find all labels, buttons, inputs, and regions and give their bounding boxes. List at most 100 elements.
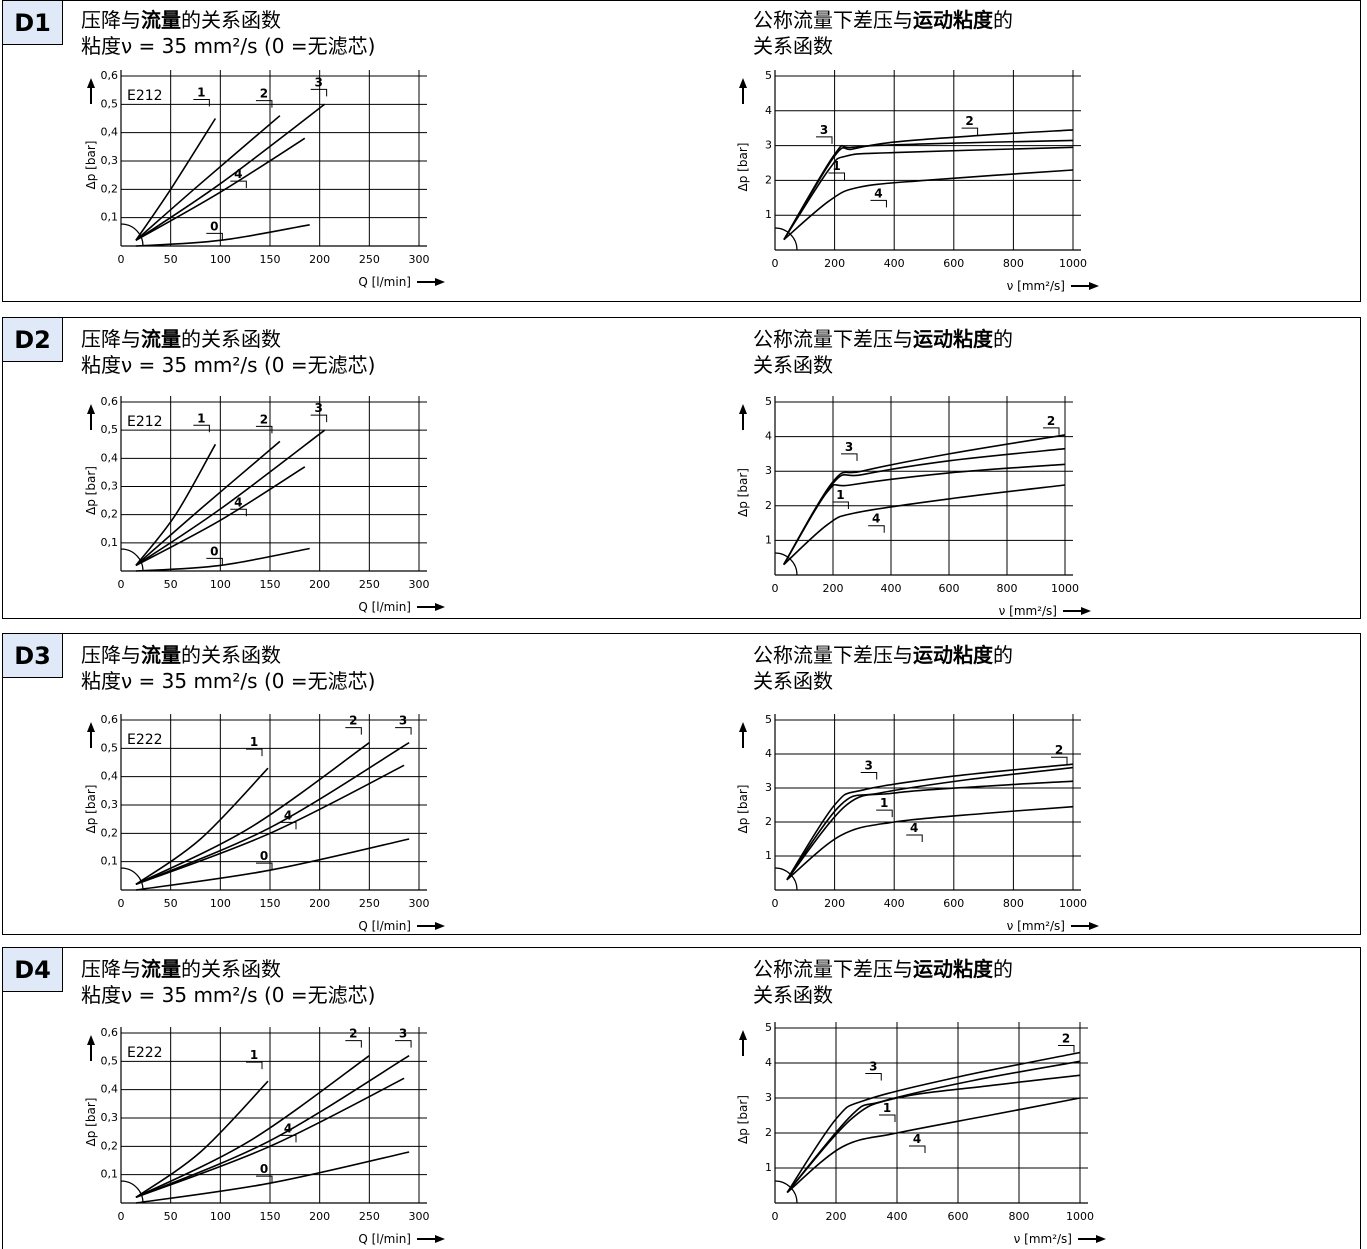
x-tick-label: 300 <box>409 897 430 910</box>
x-tick-label: 250 <box>359 1210 380 1223</box>
series-leader-3 <box>860 772 878 780</box>
series-label-2: 2 <box>349 1027 357 1041</box>
x-tick-label: 400 <box>887 1210 908 1223</box>
y-arrow-head <box>87 1035 95 1045</box>
series-label-3: 3 <box>845 440 853 454</box>
x-arrow-head <box>1096 1235 1106 1243</box>
series-label-1: 1 <box>880 796 888 810</box>
series-label-0: 0 <box>260 849 268 863</box>
series-label-4: 4 <box>874 186 882 200</box>
y-tick-label: 2 <box>765 1126 772 1139</box>
y-tick-label: 4 <box>765 104 772 117</box>
y-tick-label: 1 <box>765 208 772 221</box>
y-arrow-head <box>739 78 747 88</box>
x-tick-label: 100 <box>210 897 231 910</box>
y-tick-label: 1 <box>765 1161 772 1174</box>
x-tick-label: 100 <box>210 578 231 591</box>
x-tick-label: 0 <box>772 582 779 595</box>
y-arrow-head <box>87 722 95 732</box>
series-leader-3 <box>395 727 412 735</box>
x-tick-label: 150 <box>260 1210 281 1223</box>
x-tick-label: 600 <box>943 897 964 910</box>
y-axis-label: Δp [bar] <box>84 466 98 515</box>
y-tick-label: 0,1 <box>101 536 119 549</box>
y-tick-label: 5 <box>765 713 772 726</box>
series-label-2: 2 <box>1055 743 1063 757</box>
series-line-2 <box>135 115 281 241</box>
y-tick-label: 0,2 <box>101 826 119 839</box>
y-arrow-head <box>87 404 95 414</box>
y-arrow-head <box>739 1030 747 1040</box>
series-label-4: 4 <box>284 808 292 822</box>
series-label-2: 2 <box>349 714 357 728</box>
panel-label: D1 <box>3 1 63 45</box>
y-tick-label: 4 <box>765 747 772 760</box>
left-chart-title: 压降与流量的关系函数 粘度ν = 35 mm²/s (0 =无滤芯) <box>81 327 376 377</box>
series-label-1: 1 <box>883 1101 891 1115</box>
series-leader-2 <box>1058 1045 1075 1053</box>
y-tick-label: 0,5 <box>101 741 119 754</box>
series-line-1 <box>783 146 1074 241</box>
y-tick-label: 0,1 <box>101 855 119 868</box>
y-tick-label: 0,1 <box>101 211 119 224</box>
series-line-3 <box>783 139 1074 241</box>
x-tick-label: 200 <box>823 582 844 595</box>
series-line-4 <box>135 1077 405 1199</box>
series-leader-1 <box>246 748 263 757</box>
left-chart-title: 压降与流量的关系函数 粘度ν = 35 mm²/s (0 =无滤芯) <box>81 8 376 58</box>
panel-d4: D4 压降与流量的关系函数 粘度ν = 35 mm²/s (0 =无滤芯) 公称… <box>2 947 1361 1249</box>
series-label-3: 3 <box>869 1060 877 1074</box>
series-line-2 <box>135 742 370 886</box>
origin-arc <box>120 1180 144 1204</box>
panel-label: D3 <box>3 634 63 678</box>
x-tick-label: 50 <box>164 253 178 266</box>
series-leader-2 <box>255 425 273 434</box>
y-tick-label: 3 <box>765 139 772 152</box>
x-arrow-head <box>435 278 445 286</box>
series-leader-4 <box>870 199 887 208</box>
series-line-1 <box>135 767 269 885</box>
x-tick-label: 150 <box>260 897 281 910</box>
x-axis-label: Q [l/min] <box>358 600 411 614</box>
x-tick-label: 800 <box>1003 897 1024 910</box>
series-line-3 <box>135 429 326 567</box>
series-line-1 <box>135 443 217 566</box>
x-tick-label: 0 <box>118 253 125 266</box>
x-arrow-head <box>435 603 445 611</box>
series-line-0 <box>135 547 310 572</box>
series-label-3: 3 <box>314 401 322 415</box>
series-line-2 <box>135 1055 370 1199</box>
series-line-2 <box>786 1051 1081 1193</box>
series-leader-3 <box>310 88 328 97</box>
y-tick-label: 5 <box>765 395 772 408</box>
series-leader-4 <box>868 525 885 533</box>
model-label: E222 <box>127 1045 163 1061</box>
x-tick-label: 800 <box>1003 257 1024 270</box>
model-label: E212 <box>127 414 163 430</box>
series-leader-3 <box>310 414 328 423</box>
series-line-3 <box>135 742 410 886</box>
y-tick-label: 0,6 <box>101 713 119 726</box>
x-tick-label: 150 <box>260 253 281 266</box>
series-leader-4 <box>906 834 923 842</box>
x-arrow-head <box>1089 922 1099 930</box>
series-label-3: 3 <box>314 75 322 89</box>
series-label-2: 2 <box>1062 1032 1070 1046</box>
x-tick-label: 1000 <box>1059 257 1087 270</box>
series-line-1 <box>786 1074 1081 1194</box>
x-tick-label: 250 <box>359 253 380 266</box>
y-tick-label: 0,4 <box>101 770 119 783</box>
y-tick-label: 0,3 <box>101 1111 119 1124</box>
left-chart-title: 压降与流量的关系函数 粘度ν = 35 mm²/s (0 =无滤芯) <box>81 957 376 1007</box>
y-tick-label: 3 <box>765 781 772 794</box>
y-axis-label: Δp [bar] <box>84 1098 98 1147</box>
x-tick-label: 600 <box>939 582 960 595</box>
x-tick-label: 200 <box>824 897 845 910</box>
series-leader-1 <box>246 1061 263 1070</box>
series-label-2: 2 <box>260 412 268 426</box>
series-leader-3 <box>841 453 858 461</box>
y-tick-label: 5 <box>765 69 772 82</box>
series-line-2 <box>135 440 281 567</box>
series-leader-2 <box>345 1040 362 1048</box>
